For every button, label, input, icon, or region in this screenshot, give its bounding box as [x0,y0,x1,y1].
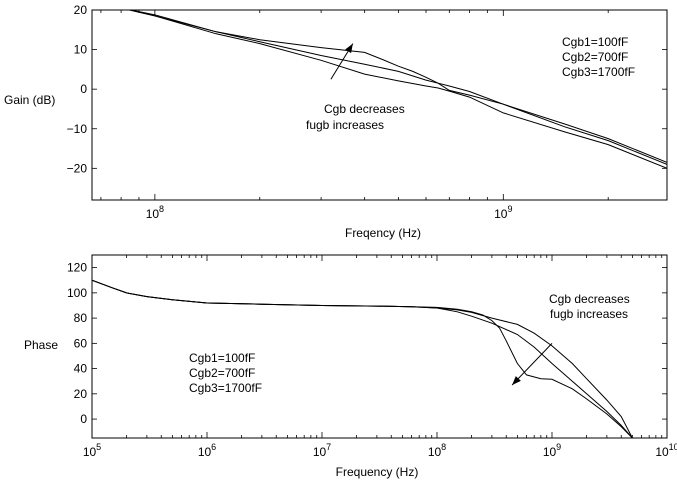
phase-annotation-line: fugb increases [550,307,628,321]
annotation-arrow-head [512,376,521,385]
gain-legend-line: Cgb1=100fF [562,35,628,49]
plot-frame [91,9,668,201]
x-tick-label: 109 [543,442,561,459]
gain-annotation-line: Cgb decreases [324,102,405,116]
y-tick-label: 80 [74,311,88,325]
y-tick-label: −20 [67,161,88,175]
phase-xlabel: Frequency (Hz) [336,465,419,479]
annotation-arrow-head [345,43,353,54]
series-line-2 [128,10,667,165]
x-tick-label: 108 [428,442,446,459]
x-tick-label: 105 [83,442,101,459]
series-line-3 [127,10,667,163]
gain-ylabel: Gain (dB) [4,93,55,107]
y-tick-label: 20 [74,387,88,401]
y-tick-label: 40 [74,362,88,376]
phase-legend-line: Cgb3=1700fF [189,381,262,395]
y-tick-label: 20 [74,3,88,17]
gain-chart: Gain (dB) Freqency (Hz) Cgb1=100fF Cgb2=… [4,3,668,240]
y-tick-label: 100 [67,286,87,300]
annotation-arrow-shaft [511,342,553,386]
gain-xlabel: Freqency (Hz) [345,226,421,240]
phase-annotation-line: Cgb decreases [549,292,630,306]
gain-annotation-line: fugb increases [306,118,384,132]
y-tick-label: 120 [67,261,87,275]
x-tick-label: 109 [494,204,512,221]
phase-legend-line: Cgb2=700fF [189,366,255,380]
x-tick-label: 106 [198,442,216,459]
y-tick-label: −10 [67,122,88,136]
x-tick-label: 108 [146,204,164,221]
plot-frame [91,254,668,439]
y-tick-label: 0 [80,412,87,426]
gain-legend-line: Cgb3=1700fF [562,65,635,79]
y-tick-label: 0 [80,82,87,96]
series-line-3 [92,279,633,438]
x-tick-label: 1010 [655,442,677,459]
series-line-1 [127,10,667,169]
phase-legend-line: Cgb1=100fF [189,351,255,365]
phase-ylabel: Phase [24,338,58,352]
y-tick-label: 60 [74,336,88,350]
phase-chart: Phase Frequency (Hz) Cgb1=100fF Cgb2=700… [24,254,677,479]
y-tick-label: 10 [74,43,88,57]
gain-legend-line: Cgb2=700fF [562,50,628,64]
x-tick-label: 107 [313,442,331,459]
